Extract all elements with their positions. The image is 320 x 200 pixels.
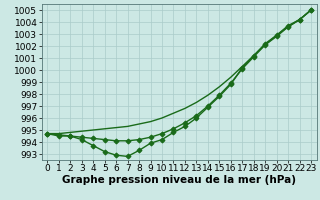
X-axis label: Graphe pression niveau de la mer (hPa): Graphe pression niveau de la mer (hPa) [62,175,296,185]
